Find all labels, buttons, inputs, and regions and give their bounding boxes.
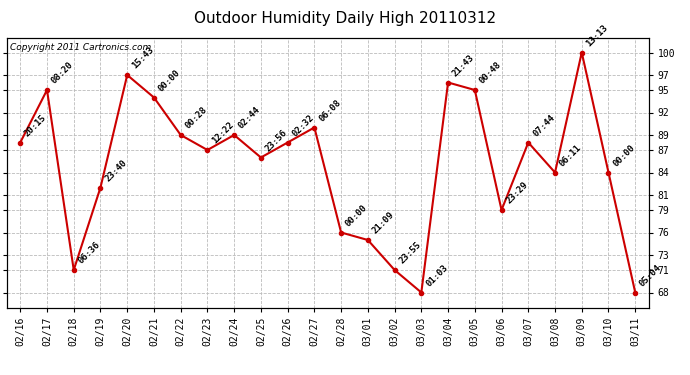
Text: 08:20: 08:20: [50, 60, 75, 86]
Text: Copyright 2011 Cartronics.com: Copyright 2011 Cartronics.com: [10, 43, 151, 52]
Text: 21:09: 21:09: [371, 210, 396, 236]
Text: 06:08: 06:08: [317, 98, 342, 123]
Text: 23:40: 23:40: [104, 158, 128, 183]
Text: 00:28: 00:28: [184, 105, 209, 131]
Text: 20:15: 20:15: [23, 113, 48, 138]
Text: 07:44: 07:44: [531, 113, 556, 138]
Text: 23:55: 23:55: [397, 240, 423, 266]
Text: 01:03: 01:03: [424, 263, 449, 288]
Text: 00:00: 00:00: [344, 203, 369, 228]
Text: Outdoor Humidity Daily High 20110312: Outdoor Humidity Daily High 20110312: [194, 11, 496, 26]
Text: 23:29: 23:29: [504, 180, 530, 206]
Text: 23:56: 23:56: [264, 128, 289, 153]
Text: 21:43: 21:43: [451, 53, 476, 78]
Text: 13:13: 13:13: [584, 23, 610, 48]
Text: 00:48: 00:48: [477, 60, 503, 86]
Text: 05:04: 05:04: [638, 263, 663, 288]
Text: 02:32: 02:32: [290, 113, 316, 138]
Text: 15:43: 15:43: [130, 45, 155, 71]
Text: 00:00: 00:00: [611, 143, 637, 168]
Text: 02:44: 02:44: [237, 105, 262, 131]
Text: 06:11: 06:11: [558, 143, 583, 168]
Text: 00:00: 00:00: [157, 68, 182, 93]
Text: 06:36: 06:36: [77, 240, 102, 266]
Text: 12:22: 12:22: [210, 120, 235, 146]
